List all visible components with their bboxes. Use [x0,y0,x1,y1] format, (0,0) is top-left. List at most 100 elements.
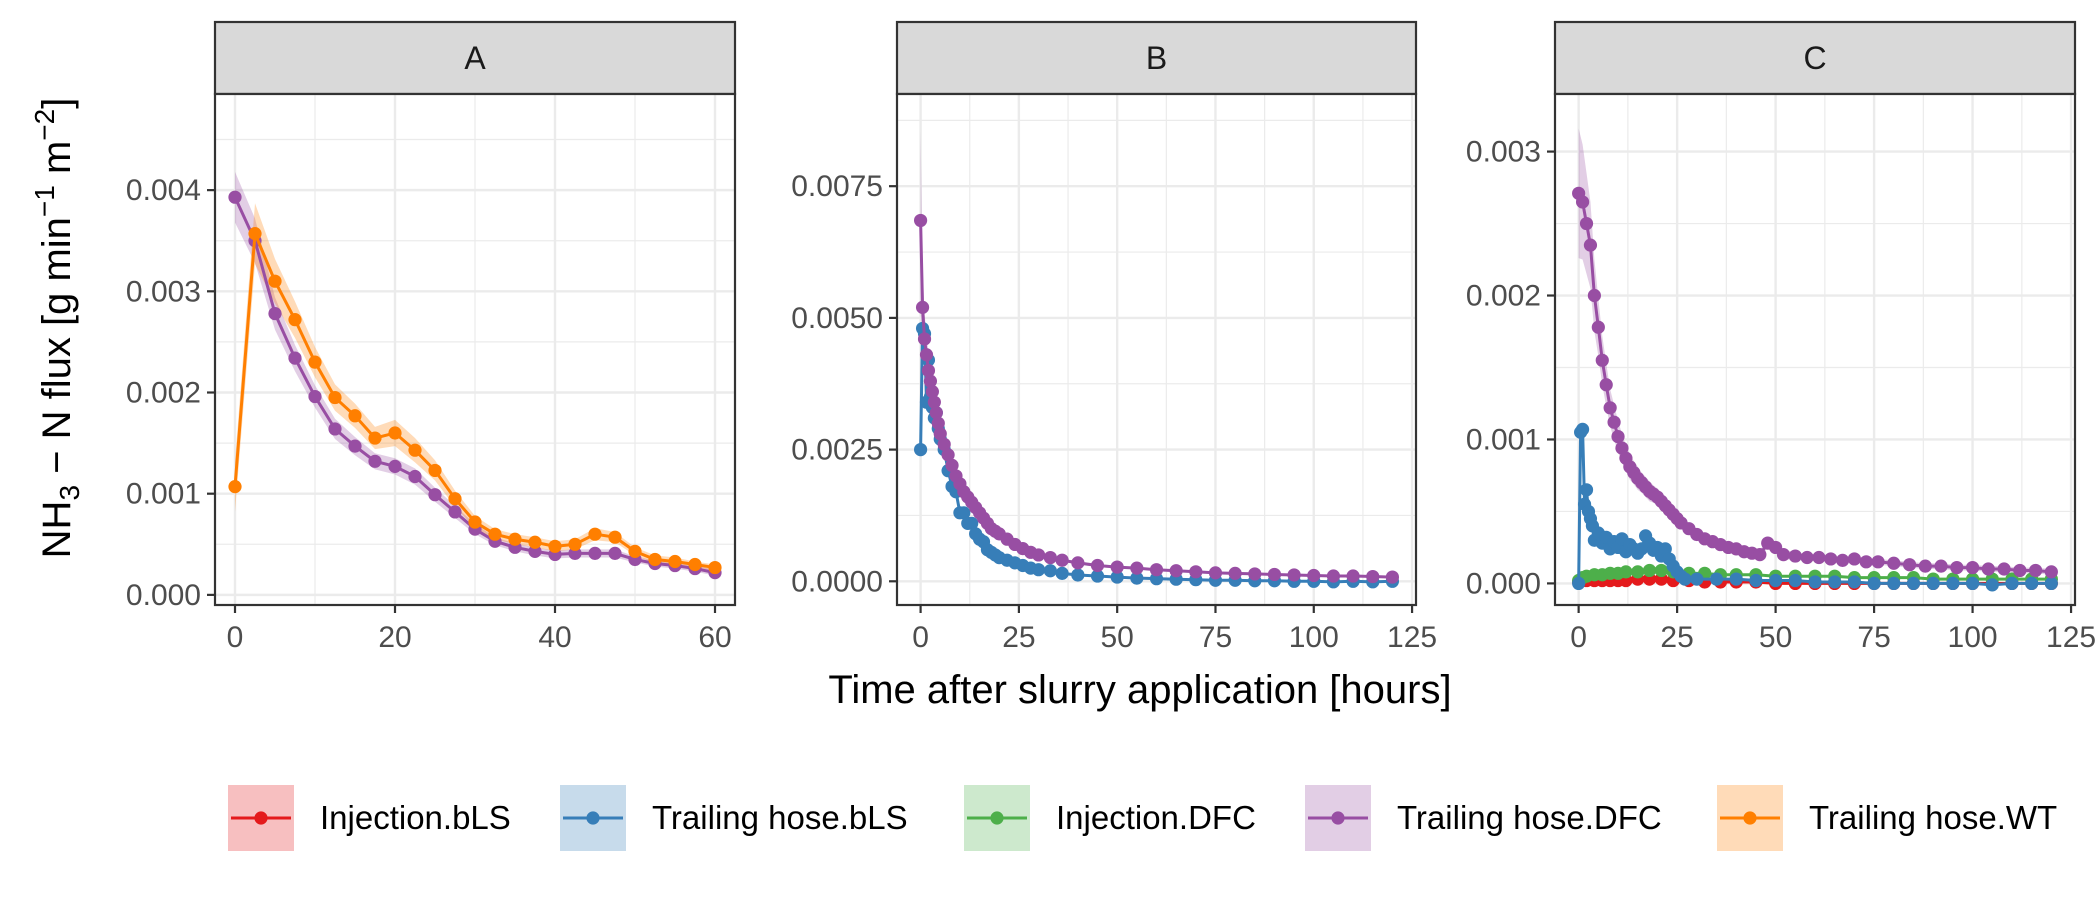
series-points [1572,422,2058,592]
data-layer [228,171,722,580]
data-point [388,426,402,440]
data-point [1887,556,1901,570]
legend-item: Trailing hose.bLS [560,785,908,851]
data-point [1587,288,1601,303]
series-points [913,213,1400,584]
data-point [2005,576,2019,591]
data-point [1749,573,1763,588]
major-grid [215,94,735,605]
facet-strip [213,20,737,96]
x-tick-label: 0 [227,621,244,654]
x-tick-label: 100 [1948,621,1998,654]
data-point [937,437,951,451]
y-tick-label: 0.0050 [791,302,883,335]
data-point [328,422,342,436]
y-tick-label: 0.000 [1466,567,1541,600]
data-point [931,416,945,430]
data-point [1946,576,1960,591]
legend-item: Trailing hose.DFC [1305,785,1662,851]
x-tick-label: 25 [1660,621,1693,654]
data-point [1595,353,1609,367]
data-point [428,463,442,478]
data-point [528,544,542,558]
series-points [228,227,722,575]
data-point [1902,558,1917,572]
y-tick-label: 0.0075 [791,170,883,203]
data-point [548,539,562,553]
data-point [368,431,382,445]
data-point [1575,422,1590,436]
data-point [1769,573,1783,588]
data-point [688,557,702,572]
data-point [1090,558,1105,573]
facet-strip [895,20,1418,96]
data-point [468,515,482,529]
data-point [1043,550,1057,565]
legend: Injection.bLS Trailing hose.bLS Injection.… [228,785,2057,851]
panel-border [895,92,1418,607]
data-point [1812,550,1826,565]
data-point [528,535,542,549]
legend-label: Injection.bLS [320,799,511,836]
data-point [1654,563,1668,578]
data-point [668,554,682,569]
legend-key-point [1331,811,1345,825]
series-points [1572,186,2058,579]
data-point [927,395,941,409]
data-point [1985,578,1999,592]
data-point [1579,483,1594,497]
data-point [1788,549,1802,563]
data-point [1071,568,1085,582]
data-point [1149,563,1164,577]
data-point [945,458,959,472]
data-point [1776,548,1791,562]
legend-label: Trailing hose.DFC [1397,799,1662,836]
data-point [1603,401,1617,415]
x-tick-label: 125 [1387,621,1437,654]
data-point [2044,576,2058,591]
data-point [1599,378,1613,392]
data-point [1906,576,1921,591]
data-point [588,546,602,560]
data-point [328,390,342,405]
data-point [1043,564,1057,578]
legend-key-point [254,811,268,825]
data-point [1642,563,1657,578]
legend-label: Injection.DFC [1056,799,1256,836]
data-point [913,213,928,228]
y-tick-label: 0.002 [126,377,201,410]
data-point [1965,560,1980,575]
data-point [1346,569,1360,583]
data-point [1926,576,1940,591]
data-point [1828,575,1842,589]
facet-strip [1553,20,2077,96]
data-point [708,560,722,575]
data-point [1267,567,1282,582]
data-point [1918,559,1932,573]
minor-grid [1555,94,2075,605]
data-point [608,546,622,560]
x-axis-title: Time after slurry application [hours] [828,668,1451,712]
data-point [921,363,936,378]
data-point [1287,568,1301,582]
data-point [965,516,979,530]
y-tick-label: 0.003 [1466,136,1541,169]
data-point [1824,552,1838,566]
data-point [1887,576,1901,591]
data-point [288,313,302,327]
data-point [1110,570,1124,584]
data-point [1575,195,1590,209]
data-point [1729,572,1743,586]
data-point [1579,216,1594,231]
data-point [568,546,582,560]
data-point [248,227,262,241]
data-point [1055,553,1069,567]
data-point [933,427,947,441]
facet-label: B [1146,40,1167,76]
y-tick-label: 0.001 [1466,423,1541,456]
data-point [1788,573,1802,588]
data-point [288,351,302,365]
data-point [1753,548,1767,562]
data-point [929,406,943,420]
data-point [648,552,662,567]
